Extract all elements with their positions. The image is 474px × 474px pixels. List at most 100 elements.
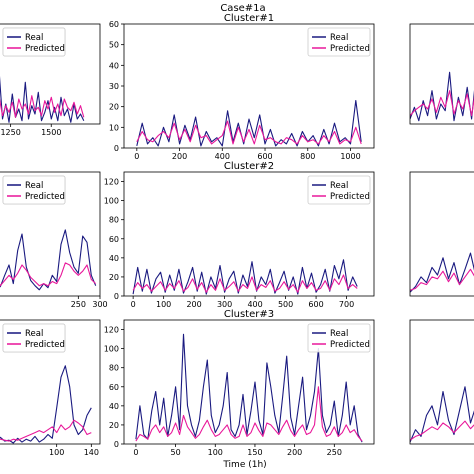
legend-box xyxy=(307,323,371,353)
y-tick-label: 120 xyxy=(104,326,119,335)
series-line-real xyxy=(410,386,474,443)
axes-frame xyxy=(0,171,101,297)
x-tick-label: 600 xyxy=(257,152,272,161)
y-tick-label: 10 xyxy=(109,123,119,132)
x-tick-label: 400 xyxy=(247,300,262,309)
series-line-predicted xyxy=(132,274,358,293)
y-tick-label: 60 xyxy=(109,383,119,392)
figure-xlabel: Time (1h) xyxy=(222,460,266,470)
x-tick-label: 600 xyxy=(308,300,323,309)
legend-box xyxy=(2,175,66,205)
legend-label-predicted: Predicted xyxy=(330,340,370,350)
series-line-predicted xyxy=(0,419,92,442)
panels: 12501500RealPredicted0200400600800100001… xyxy=(0,13,474,457)
plot-area xyxy=(410,320,474,444)
y-tick-label: 40 xyxy=(109,254,119,263)
series-line-real xyxy=(410,252,474,293)
x-tick-label: 200 xyxy=(172,152,187,161)
axes-frame xyxy=(123,171,375,297)
x-tick-label: 140 xyxy=(84,448,99,457)
y-tick-label: 20 xyxy=(109,273,119,282)
legend-box xyxy=(307,175,371,205)
y-tick-label: 60 xyxy=(109,235,119,244)
legend-label-predicted: Predicted xyxy=(25,340,65,350)
x-tick-label: 100 xyxy=(49,448,64,457)
x-tick-label: 800 xyxy=(300,152,315,161)
y-tick-label: 60 xyxy=(109,20,119,29)
axes-frame xyxy=(0,319,101,445)
x-tick-label: 500 xyxy=(278,300,293,309)
panel-title: Cluster#3 xyxy=(224,309,274,320)
series-group xyxy=(132,259,358,295)
axes-frame xyxy=(409,23,474,125)
series-group xyxy=(0,75,85,123)
series-line-real xyxy=(0,75,85,123)
series-line-real xyxy=(136,99,362,147)
series-line-predicted xyxy=(0,262,97,287)
x-tick-label: 50 xyxy=(170,448,180,457)
series-line-predicted xyxy=(410,90,474,117)
x-tick-label: 1500 xyxy=(41,128,61,137)
axes-frame xyxy=(123,319,375,445)
x-tick-label: 0 xyxy=(133,448,138,457)
series-group xyxy=(410,386,474,443)
x-tick-label: 400 xyxy=(215,152,230,161)
series-line-real xyxy=(132,259,358,295)
series-group xyxy=(136,99,362,147)
y-tick-label: 80 xyxy=(109,216,119,225)
axes-frame xyxy=(0,23,101,125)
y-tick-label: 0 xyxy=(114,144,119,153)
axes-frame xyxy=(409,171,474,297)
series-group xyxy=(0,365,92,444)
x-tick-label: 250 xyxy=(327,448,342,457)
legend-box xyxy=(307,27,371,57)
y-tick-label: 50 xyxy=(109,41,119,50)
legend-label-predicted: Predicted xyxy=(25,44,65,54)
series-group xyxy=(135,333,363,443)
y-tick-label: 0 xyxy=(114,292,119,301)
y-tick-label: 100 xyxy=(104,345,119,354)
panel-5: 0 100 200 300 400 500 600 700 0 20 40 60 80 100 120 Clu… xyxy=(104,161,375,309)
panel-title: Cluster#2 xyxy=(224,161,274,172)
y-tick-label: 100 xyxy=(104,197,119,206)
x-tick-label: 1000 xyxy=(340,152,360,161)
legend-label-predicted: Predicted xyxy=(330,44,370,54)
y-tick-label: 0 xyxy=(114,440,119,449)
y-tick-label: 40 xyxy=(109,61,119,70)
x-tick-label: 200 xyxy=(186,300,201,309)
legend-label-real: Real xyxy=(330,181,348,191)
x-tick-label: 1250 xyxy=(0,128,20,137)
series-line-predicted xyxy=(0,95,85,118)
legend-label-real: Real xyxy=(330,33,348,43)
x-tick-label: 700 xyxy=(339,300,354,309)
series-group xyxy=(410,252,474,293)
legend-label-predicted: Predicted xyxy=(25,192,65,202)
figure-title: Case#1a xyxy=(220,3,265,14)
legend-label-real: Real xyxy=(330,329,348,339)
x-tick-label: 300 xyxy=(217,300,232,309)
y-tick-label: 30 xyxy=(109,82,119,91)
panel-2: 0 200 400 600 800 1000 0 10 20 30 40 50 60 Cluster#1 R… xyxy=(109,13,375,161)
y-tick-label: 20 xyxy=(109,103,119,112)
legend-label-real: Real xyxy=(25,181,43,191)
legend-box xyxy=(2,27,66,57)
axes-frame xyxy=(409,319,474,445)
y-tick-label: 40 xyxy=(109,402,119,411)
x-tick-label: 100 xyxy=(208,448,223,457)
plot-area xyxy=(410,24,474,124)
panel-8: 0 50 100 150 200 250 0 20 40 60 80 100 120 Cluster#3 R… xyxy=(104,309,375,457)
x-tick-label: 150 xyxy=(247,448,262,457)
x-tick-label: 0 xyxy=(131,300,136,309)
series-line-predicted xyxy=(136,120,362,145)
series-line-real xyxy=(0,365,92,444)
legend-label-predicted: Predicted xyxy=(330,192,370,202)
